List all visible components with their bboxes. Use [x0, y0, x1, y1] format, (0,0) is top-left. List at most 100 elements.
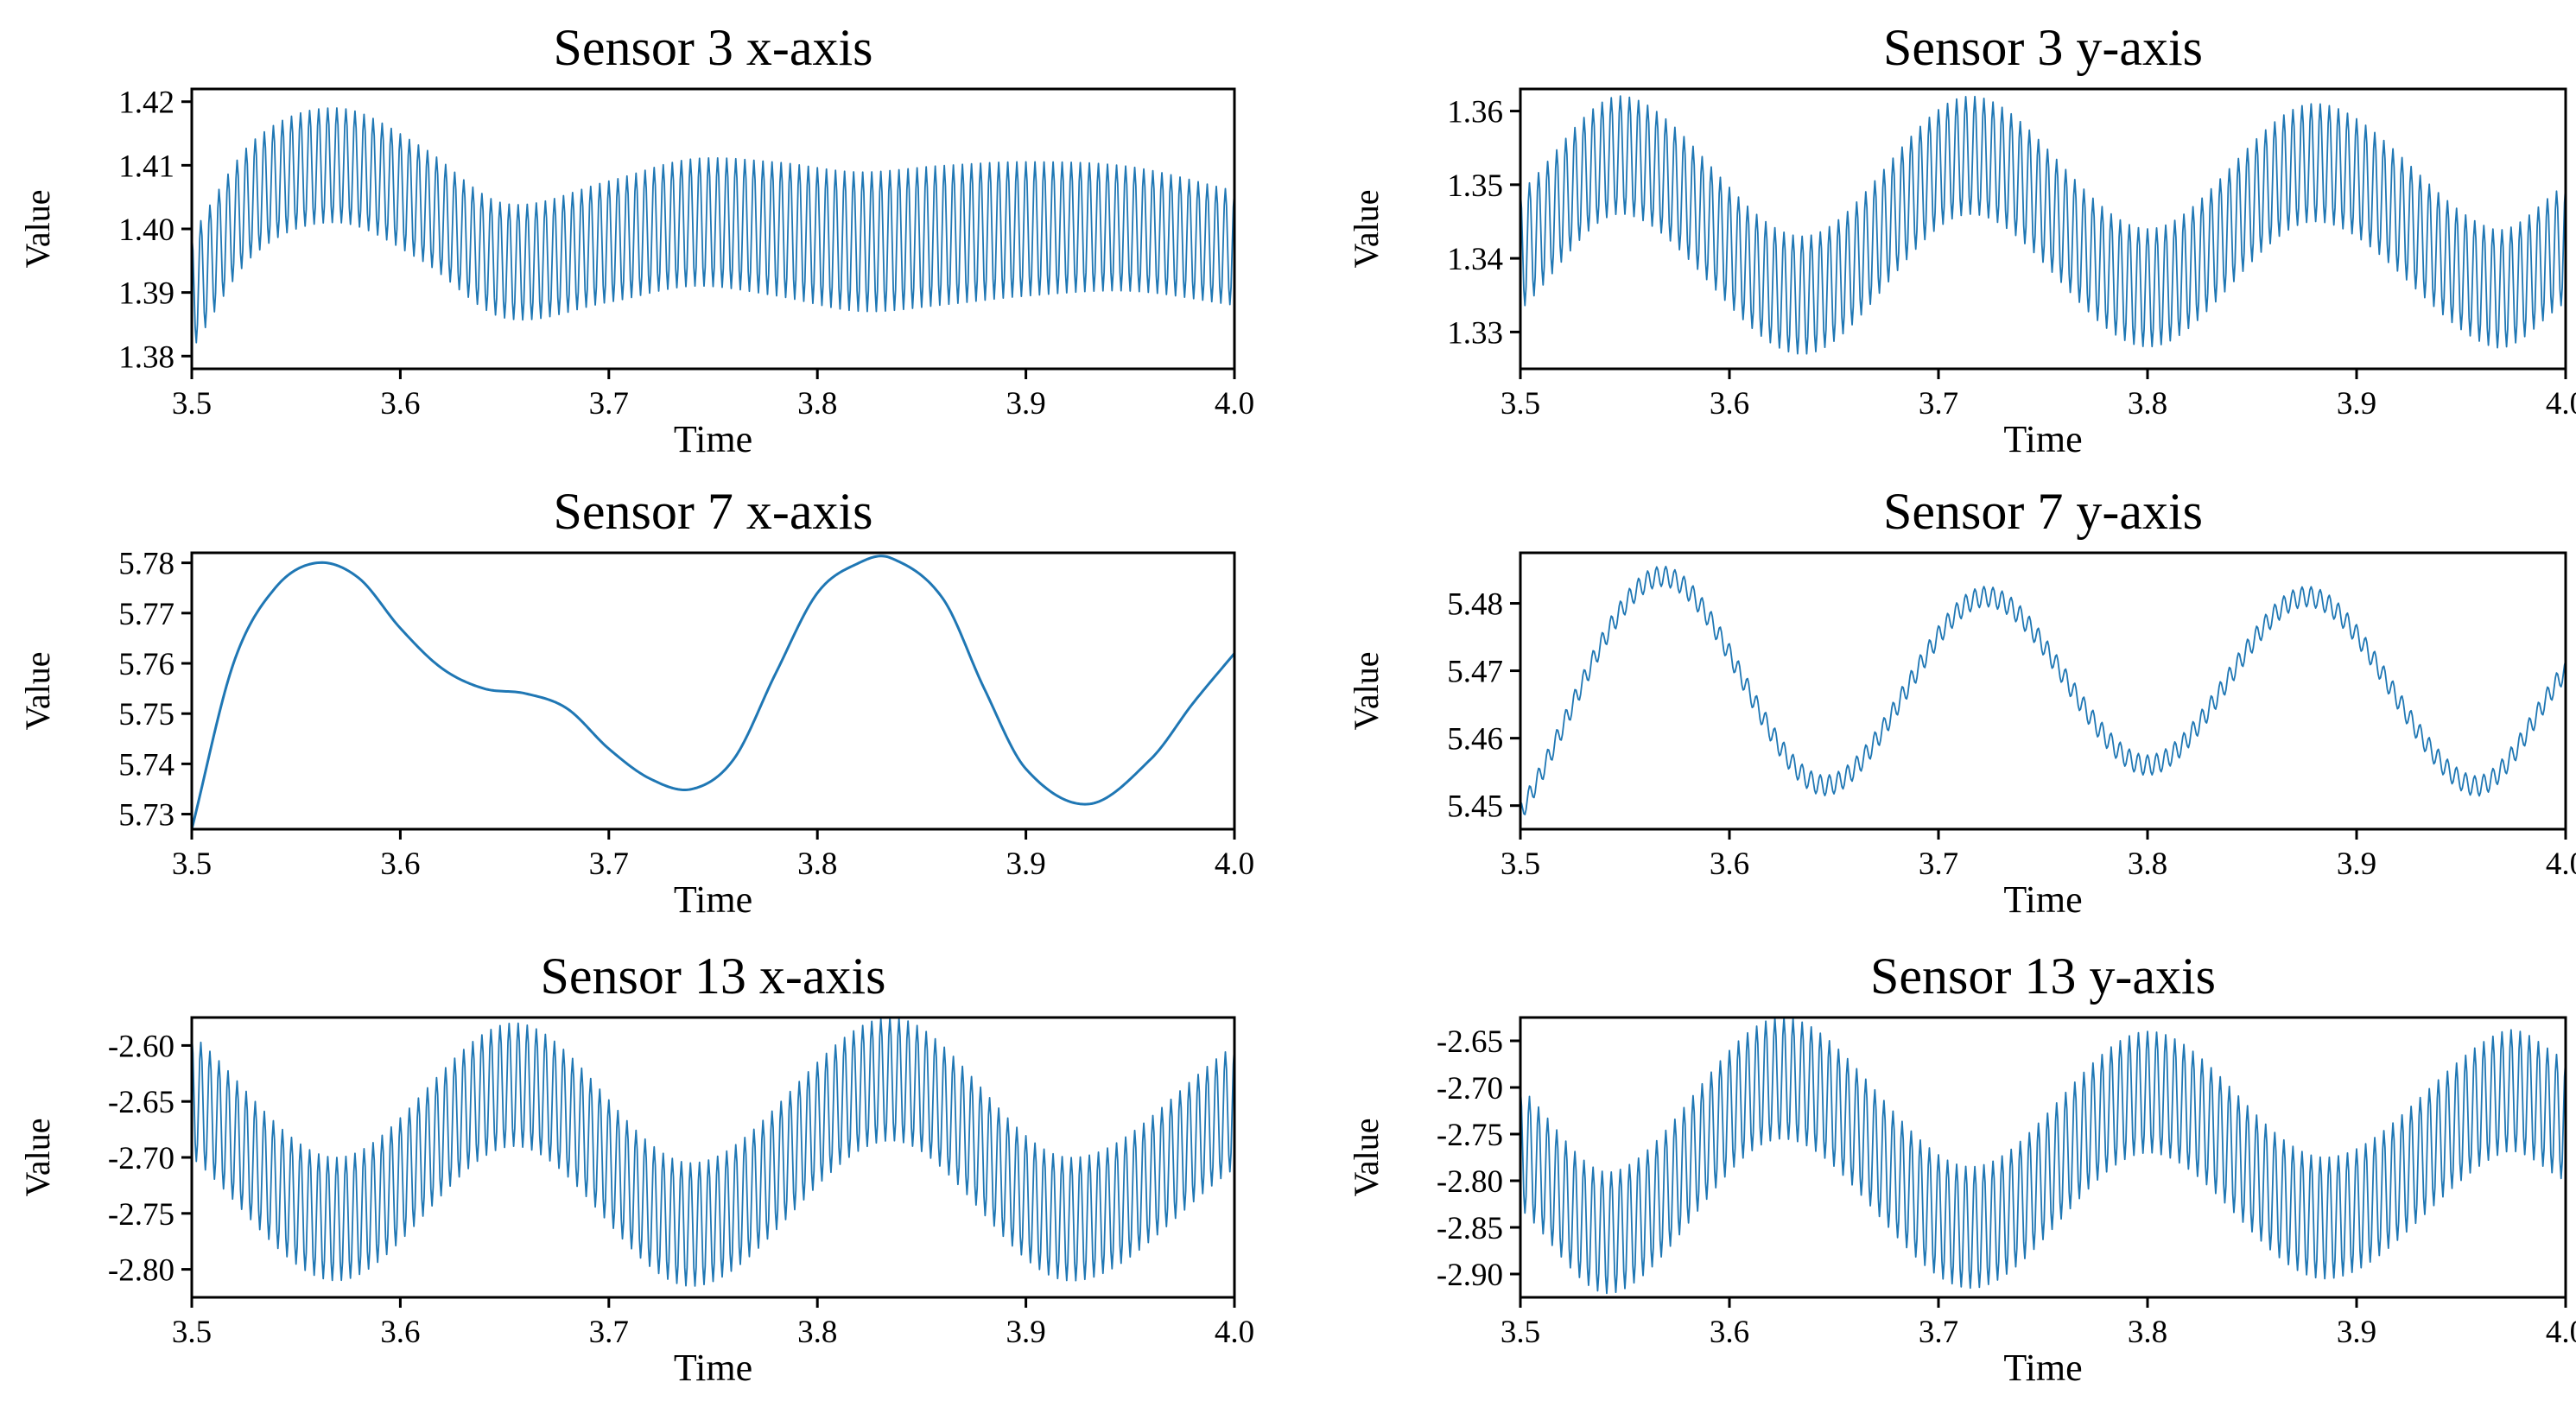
chart-title: Sensor 7 y-axis [1883, 483, 2203, 540]
y-tick-label: 5.78 [118, 547, 174, 582]
x-axis-label: Time [2003, 1347, 2082, 1389]
chart-s7x: Sensor 7 x-axis 3.5 3.6 3.7 3.8 3.9 4.0 5.73 5.7… [18, 483, 1254, 921]
x-tick-label: 3.9 [1006, 846, 1045, 882]
chart-title: Sensor 3 x-axis [554, 19, 873, 76]
y-tick-label: -2.60 [108, 1029, 174, 1064]
y-tick-label: 1.42 [118, 86, 174, 121]
x-tick-label: 4.0 [1215, 1315, 1254, 1350]
y-axis-label: Value [18, 189, 57, 268]
series-line [191, 1017, 1235, 1287]
y-tick-label: -2.90 [1437, 1258, 1503, 1293]
y-tick-label: 1.34 [1447, 242, 1503, 277]
y-axis-label: Value [1347, 651, 1386, 730]
y-tick-label: -2.70 [1437, 1071, 1503, 1106]
y-tick-label: 1.39 [118, 276, 174, 312]
x-tick-label: 3.5 [172, 1315, 212, 1350]
x-tick-label: 3.9 [1006, 386, 1045, 422]
chart-title: Sensor 13 x-axis [541, 948, 886, 1005]
x-tick-label: 3.6 [1710, 386, 1749, 422]
x-tick-label: 3.8 [2128, 386, 2167, 422]
x-tick-label: 3.5 [172, 846, 212, 882]
axes-frame [1519, 551, 2567, 831]
y-tick-label: -2.75 [108, 1197, 174, 1233]
y-tick-label: -2.80 [1437, 1164, 1503, 1200]
y-axis-label: Value [1347, 189, 1386, 268]
x-tick-label: 3.7 [589, 386, 629, 422]
x-tick-label: 3.8 [797, 1315, 837, 1350]
x-tick-label: 3.7 [589, 1315, 629, 1350]
x-tick-label: 3.6 [380, 386, 420, 422]
x-axis-label: Time [2003, 878, 2082, 921]
chart-s13x: Sensor 13 x-axis 3.5 3.6 3.7 3.8 3.9 4.0 -2.80 -… [18, 948, 1254, 1389]
x-tick-label: 4.0 [2546, 1315, 2576, 1350]
x-tick-label: 3.5 [1501, 846, 1540, 882]
chart-title: Sensor 13 y-axis [1870, 948, 2216, 1005]
x-axis-label: Time [674, 878, 752, 921]
x-tick-label: 3.9 [1006, 1315, 1045, 1350]
x-tick-label: 4.0 [1215, 846, 1254, 882]
axes-frame [190, 1016, 1236, 1299]
y-tick-label: 5.76 [118, 647, 174, 682]
x-tick-label: 3.5 [1501, 386, 1540, 422]
chart-s13y: Sensor 13 y-axis 3.5 3.6 3.7 3.8 3.9 4.0 -2.90 -… [1347, 948, 2576, 1389]
series-line [1520, 1017, 2566, 1295]
y-tick-label: 1.33 [1447, 315, 1503, 351]
x-tick-label: 4.0 [2546, 846, 2576, 882]
y-tick-label: -2.65 [108, 1085, 174, 1120]
x-tick-label: 4.0 [1215, 386, 1254, 422]
y-axis-label: Value [18, 651, 57, 730]
x-tick-label: 3.9 [2337, 846, 2376, 882]
y-tick-label: 5.74 [118, 747, 174, 783]
series-line [190, 555, 1236, 830]
x-tick-label: 3.7 [589, 846, 629, 882]
axes-frame [1519, 1016, 2567, 1299]
y-tick-label: 1.41 [118, 149, 174, 184]
chart-title: Sensor 7 x-axis [554, 483, 873, 540]
y-tick-label: 1.36 [1447, 95, 1503, 130]
x-tick-label: 3.9 [2337, 386, 2376, 422]
x-tick-label: 3.8 [2128, 846, 2167, 882]
y-tick-label: 5.77 [118, 597, 174, 632]
x-tick-label: 3.7 [1919, 846, 1958, 882]
x-tick-label: 3.6 [1710, 846, 1749, 882]
x-tick-label: 3.6 [1710, 1315, 1749, 1350]
axes-frame [1519, 87, 2567, 371]
y-tick-label: -2.70 [108, 1141, 174, 1176]
x-axis-label: Time [674, 418, 752, 460]
x-tick-label: 3.8 [797, 846, 837, 882]
chart-s3x: Sensor 3 x-axis 3.5 3.6 3.7 3.8 3.9 4.0 1.38 1.3… [18, 19, 1254, 460]
y-tick-label: 5.75 [118, 697, 174, 732]
y-tick-label: 5.45 [1447, 789, 1503, 825]
x-tick-label: 3.5 [1501, 1315, 1540, 1350]
y-tick-label: -2.80 [108, 1253, 174, 1289]
y-axis-label: Value [1347, 1118, 1386, 1196]
x-axis-label: Time [2003, 418, 2082, 460]
series-line [1520, 565, 2566, 815]
x-tick-label: 3.7 [1919, 386, 1958, 422]
series-line [191, 107, 1235, 344]
x-tick-label: 4.0 [2546, 386, 2576, 422]
chart-s3y: Sensor 3 y-axis 3.5 3.6 3.7 3.8 3.9 4.0 1.33 1.3… [1347, 19, 2576, 460]
y-tick-label: 1.40 [118, 212, 174, 248]
y-tick-label: 5.47 [1447, 655, 1503, 690]
y-tick-label: -2.85 [1437, 1211, 1503, 1246]
x-tick-label: 3.9 [2337, 1315, 2376, 1350]
y-tick-label: 1.38 [118, 339, 174, 375]
x-tick-label: 3.8 [797, 386, 837, 422]
y-tick-label: -2.75 [1437, 1118, 1503, 1153]
x-tick-label: 3.6 [380, 1315, 420, 1350]
x-tick-label: 3.8 [2128, 1315, 2167, 1350]
chart-title: Sensor 3 y-axis [1883, 19, 2203, 76]
x-axis-label: Time [674, 1347, 752, 1389]
y-tick-label: -2.65 [1437, 1024, 1503, 1060]
x-tick-label: 3.6 [380, 846, 420, 882]
x-tick-label: 3.5 [172, 386, 212, 422]
y-tick-label: 5.46 [1447, 722, 1503, 758]
y-axis-label: Value [18, 1118, 57, 1196]
y-tick-label: 5.73 [118, 798, 174, 834]
series-line [1520, 95, 2566, 355]
axes-frame [190, 551, 1236, 831]
x-tick-label: 3.7 [1919, 1315, 1958, 1350]
y-tick-label: 1.35 [1447, 168, 1503, 204]
